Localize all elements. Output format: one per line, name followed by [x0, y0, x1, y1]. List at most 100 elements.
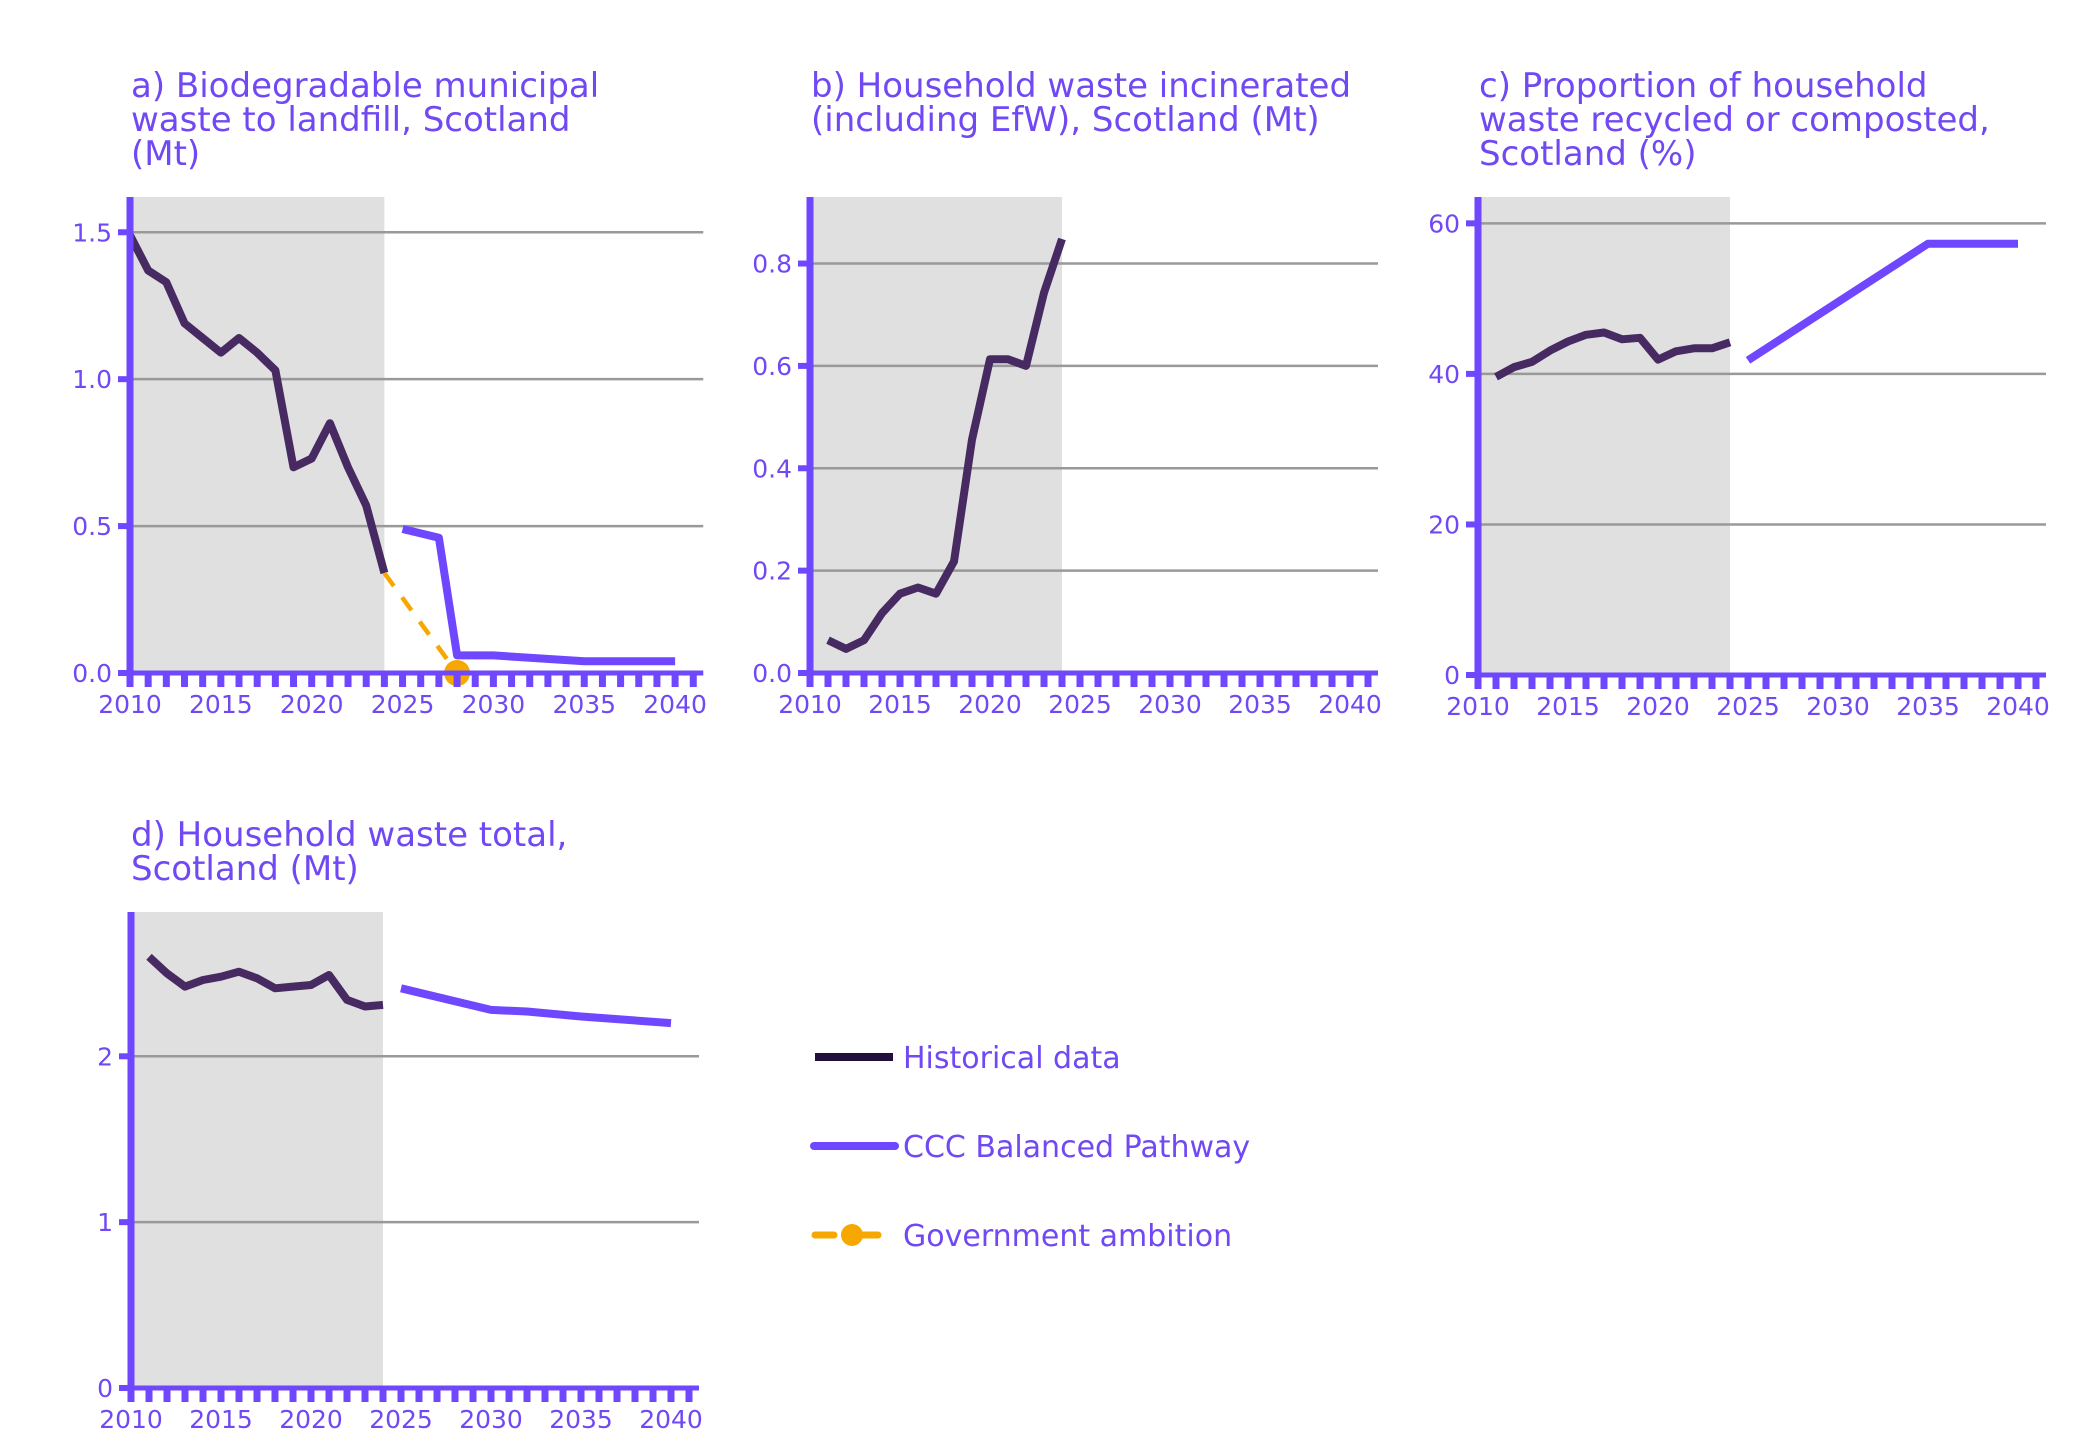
x-tick-label: 2025 [1716, 692, 1780, 721]
x-tick-mark [433, 1388, 441, 1402]
legend-item-historical: Historical data [815, 1041, 1121, 1076]
x-tick-mark [1058, 673, 1066, 687]
x-tick-mark [379, 1388, 387, 1402]
x-tick-mark [1328, 673, 1336, 687]
y-tick-label: 0.0 [72, 659, 112, 688]
x-tick-label: 2035 [1228, 690, 1292, 719]
x-tick-mark [1346, 673, 1354, 687]
x-tick-mark [595, 1388, 603, 1402]
x-tick-mark [1582, 675, 1590, 689]
y-tick-label: 0 [97, 1374, 113, 1403]
x-tick-mark [1094, 673, 1102, 687]
series-pathway-line [1745, 239, 2018, 364]
x-tick-mark [1672, 675, 1680, 689]
x-tick-label: 2020 [280, 690, 344, 719]
x-tick-mark [1942, 675, 1950, 689]
x-tick-mark [950, 673, 958, 687]
x-tick-mark [914, 673, 922, 687]
x-tick-mark [417, 673, 425, 687]
x-tick-mark [559, 1388, 567, 1402]
chart-title-line: c) Proportion of household [1479, 66, 1928, 106]
x-tick-label: 2025 [371, 690, 435, 719]
x-tick-mark [1924, 675, 1932, 689]
x-tick-mark [523, 1388, 531, 1402]
x-tick-mark [667, 1388, 675, 1402]
x-tick-mark [1798, 675, 1806, 689]
series-ambition-line [382, 571, 459, 675]
x-tick-mark [217, 1388, 225, 1402]
x-tick-mark [1780, 675, 1788, 689]
y-tick-label: 2 [97, 1042, 113, 1071]
series-historical-line [1494, 328, 1732, 381]
x-tick-mark [505, 1388, 513, 1402]
y-tick-label: 1.5 [72, 218, 112, 247]
x-tick-mark [1996, 675, 2004, 689]
x-tick-label: 2015 [189, 1405, 253, 1434]
x-tick-mark [1202, 673, 1210, 687]
x-tick-mark [508, 673, 516, 687]
x-tick-mark [1510, 675, 1518, 689]
x-tick-label: 2040 [643, 690, 707, 719]
x-tick-label: 2035 [552, 690, 616, 719]
panel-b: b) Household waste incinerated(including… [752, 66, 1382, 719]
y-tick-label: 0.5 [72, 512, 112, 541]
x-tick-mark [199, 673, 207, 687]
x-tick-mark [307, 1388, 315, 1402]
x-tick-mark [1852, 675, 1860, 689]
x-tick-mark [1184, 673, 1192, 687]
x-tick-mark [1112, 673, 1120, 687]
x-tick-mark [562, 673, 570, 687]
x-tick-mark [308, 673, 316, 687]
x-tick-mark [1076, 673, 1084, 687]
x-tick-mark [1040, 673, 1048, 687]
historical-shading [131, 912, 383, 1388]
x-tick-mark [1274, 673, 1282, 687]
x-tick-label: 2040 [639, 1405, 703, 1434]
x-tick-mark [1004, 673, 1012, 687]
x-tick-mark [1256, 673, 1264, 687]
x-tick-mark [1834, 675, 1842, 689]
y-tick-label: 0.8 [752, 250, 792, 279]
x-tick-mark [235, 673, 243, 687]
x-tick-mark [326, 673, 334, 687]
x-tick-mark [544, 673, 552, 687]
x-tick-mark [144, 673, 152, 687]
x-tick-mark [163, 1388, 171, 1402]
x-tick-mark [1238, 673, 1246, 687]
x-tick-label: 2030 [459, 1405, 523, 1434]
x-tick-mark [145, 1388, 153, 1402]
x-tick-mark [1130, 673, 1138, 687]
y-tick-label: 20 [1428, 510, 1460, 539]
series-historical-line [126, 233, 389, 575]
x-tick-mark [689, 673, 697, 687]
legend-label-ambition: Government ambition [903, 1219, 1232, 1254]
x-tick-mark [271, 673, 279, 687]
x-tick-mark [399, 673, 407, 687]
x-tick-mark [435, 673, 443, 687]
x-tick-mark [380, 673, 388, 687]
x-tick-label: 2015 [1536, 692, 1600, 721]
x-tick-mark [1654, 675, 1662, 689]
historical-shading [810, 197, 1062, 673]
x-tick-mark [271, 1388, 279, 1402]
x-tick-mark [1636, 675, 1644, 689]
x-tick-mark [1744, 675, 1752, 689]
x-tick-mark [126, 673, 134, 687]
x-tick-label: 2015 [189, 690, 253, 719]
x-tick-mark [685, 1388, 693, 1402]
x-tick-mark [1978, 675, 1986, 689]
x-tick-mark [671, 673, 679, 687]
chart-title-line: (including EfW), Scotland (Mt) [811, 100, 1320, 140]
y-tick-label: 0 [1444, 661, 1460, 690]
x-tick-mark [577, 1388, 585, 1402]
x-tick-mark [968, 673, 976, 687]
x-tick-mark [1022, 673, 1030, 687]
x-tick-mark [181, 1388, 189, 1402]
y-tick-label: 40 [1428, 360, 1460, 389]
x-tick-mark [1166, 673, 1174, 687]
x-tick-label: 2015 [868, 690, 932, 719]
x-tick-mark [1888, 675, 1896, 689]
series-historical-line [826, 237, 1066, 653]
